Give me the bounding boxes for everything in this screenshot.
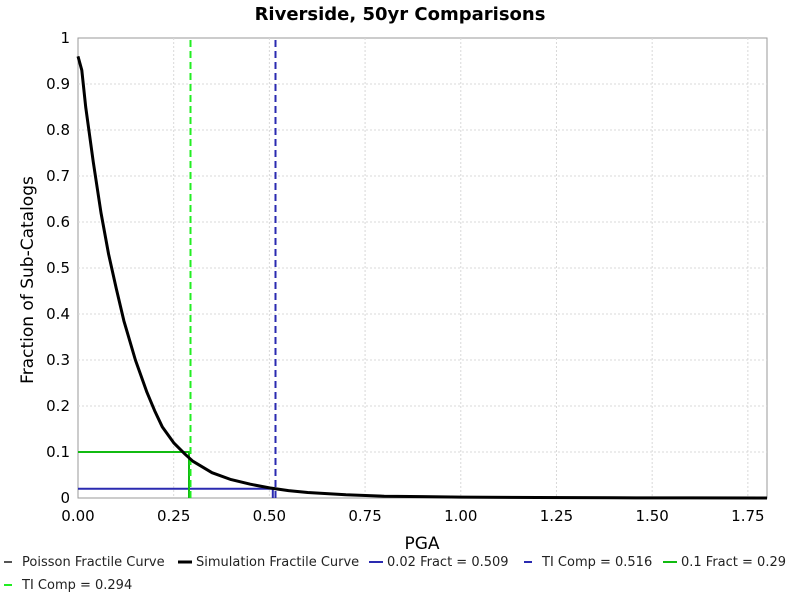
y-tick-label: 0 <box>60 489 70 507</box>
x-tick-label: 0.50 <box>253 507 286 525</box>
y-tick-label: 0.4 <box>46 305 70 323</box>
x-tick-label: 0.25 <box>157 507 190 525</box>
y-tick-label: 0.1 <box>46 443 70 461</box>
legend-label-0: Poisson Fractile Curve <box>22 555 165 570</box>
legend-label-2: 0.02 Fract = 0.509 <box>387 555 509 570</box>
x-tick-label: 1.75 <box>731 507 764 525</box>
legend: Poisson Fractile Curve Simulation Fractil… <box>4 555 786 593</box>
x-axis-label: PGA <box>404 534 439 554</box>
y-axis-label: Fraction of Sub-Catalogs <box>18 176 38 384</box>
x-tick-label: 0.75 <box>348 507 381 525</box>
series-line-4 <box>78 451 190 498</box>
y-tick-label: 0.6 <box>46 213 70 231</box>
legend-label-1: Simulation Fractile Curve <box>196 555 359 570</box>
y-tick-label: 0.2 <box>46 397 70 415</box>
grid <box>78 38 767 498</box>
y-tick-label: 0.7 <box>46 167 70 185</box>
series-line-1 <box>76 56 768 500</box>
x-tick-label: 1.50 <box>635 507 668 525</box>
y-tick-label: 0.3 <box>46 351 70 369</box>
series-layer <box>76 38 768 500</box>
x-tick-label: 1.00 <box>444 507 477 525</box>
y-tick-label: 1 <box>60 29 70 47</box>
legend-label-4: 0.1 Fract = 0.29 <box>681 555 786 570</box>
x-tick-label: 0.00 <box>61 507 94 525</box>
x-tick-label: 1.25 <box>540 507 573 525</box>
legend-label-5: TI Comp = 0.294 <box>21 578 132 593</box>
y-tick-label: 0.9 <box>46 75 70 93</box>
y-tick-label: 0.8 <box>46 121 70 139</box>
y-tick-labels: 0 0.1 0.2 0.3 0.4 0.5 0.6 0.7 0.8 0.9 1 <box>46 29 70 507</box>
legend-label-3: TI Comp = 0.516 <box>541 555 652 570</box>
x-tick-labels: 0.00 0.25 0.50 0.75 1.00 1.25 1.50 1.75 <box>61 507 764 525</box>
chart-title: Riverside, 50yr Comparisons <box>255 4 546 25</box>
y-tick-label: 0.5 <box>46 259 70 277</box>
